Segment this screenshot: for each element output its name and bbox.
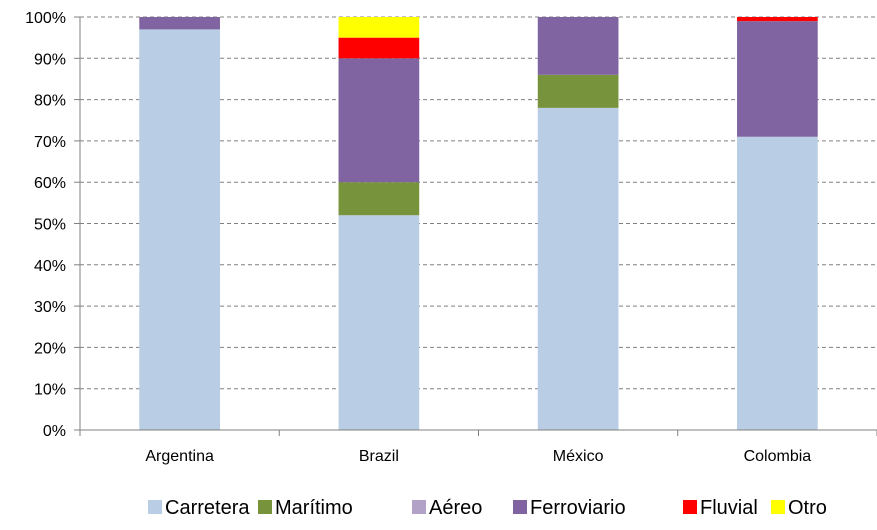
y-tick-label: 20% — [34, 340, 66, 357]
legend-swatch — [258, 500, 272, 514]
y-tick-label: 0% — [43, 423, 66, 440]
legend-swatch — [412, 500, 426, 514]
legend-item: Marítimo — [258, 497, 353, 519]
legend-label: Otro — [788, 497, 827, 519]
y-tick-label: 80% — [34, 93, 66, 110]
y-tick-label: 60% — [34, 175, 66, 192]
legend-label: Ferroviario — [530, 497, 626, 519]
x-tick-label: Argentina — [145, 448, 214, 465]
y-tick-label: 10% — [34, 382, 66, 399]
bar-segment-carretera — [139, 29, 220, 430]
y-tick-label: 100% — [25, 10, 66, 27]
y-tick-label: 90% — [34, 51, 66, 68]
bar-segment-carretera — [737, 136, 818, 430]
y-tick-label: 70% — [34, 134, 66, 151]
bar-segment-maritimo — [338, 182, 420, 216]
bar-segment-ferroviario — [537, 17, 619, 75]
legend-label: Marítimo — [275, 497, 353, 519]
y-tick-label: 50% — [34, 217, 66, 234]
bar-segment-maritimo — [537, 74, 619, 108]
legend-swatch — [148, 500, 162, 514]
y-tick-label: 40% — [34, 258, 66, 275]
legend-label: Fluvial — [700, 497, 758, 519]
x-tick-label: Brazil — [359, 448, 399, 465]
bars — [139, 17, 818, 431]
legend-swatch — [683, 500, 697, 514]
legend-swatch — [771, 500, 785, 514]
legend-item: Otro — [771, 497, 827, 519]
axes: 0% 10% 20% 30% 40% 50% 60% 70% 80% 90% 100% Argenti… — [25, 10, 877, 465]
bar-segment-ferroviario — [737, 21, 818, 137]
legend-item: Fluvial — [683, 497, 758, 519]
legend-label: Aéreo — [429, 497, 482, 519]
legend-item: Carretera — [148, 497, 250, 519]
bar-segment-carretera — [338, 215, 420, 430]
y-tick-label: 30% — [34, 299, 66, 316]
bar-segment-otro — [338, 17, 420, 38]
bar-segment-ferroviario — [338, 58, 420, 183]
legend-label: Carretera — [165, 497, 250, 519]
bar-segment-fluvial — [338, 37, 420, 59]
bar-segment-ferroviario — [139, 17, 220, 30]
bar-segment-fluvial — [737, 17, 818, 22]
x-tick-label: Colombia — [744, 448, 812, 465]
legend: Carretera Marítimo Aéreo Ferroviario Fluvial… — [148, 497, 827, 519]
legend-item: Ferroviario — [513, 497, 626, 519]
legend-item: Aéreo — [412, 497, 482, 519]
legend-swatch — [513, 500, 527, 514]
bar-segment-carretera — [537, 107, 619, 431]
x-tick-label: México — [553, 448, 604, 465]
